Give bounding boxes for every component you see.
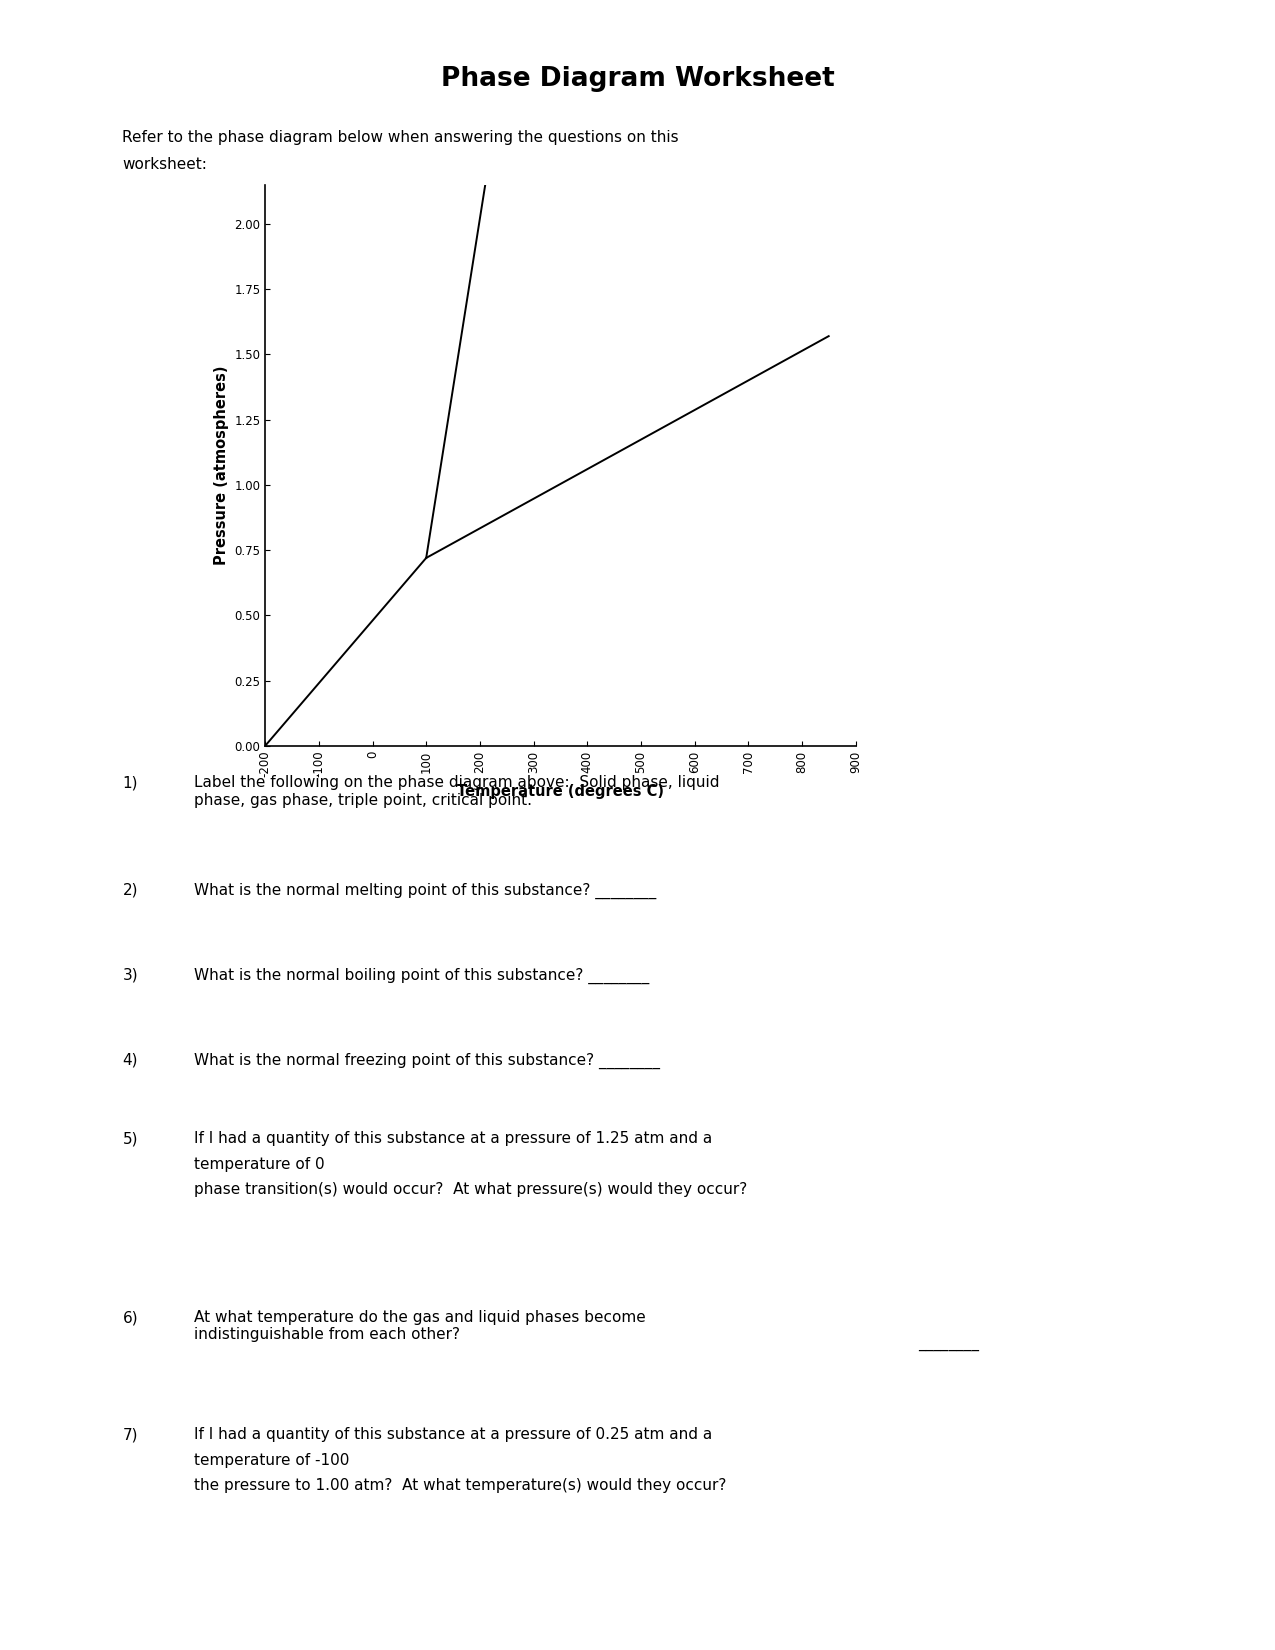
Text: 6): 6) — [122, 1310, 138, 1325]
Text: phase transition(s) would occur?  At what pressure(s) would they occur?: phase transition(s) would occur? At what… — [194, 1181, 747, 1198]
Text: 5): 5) — [122, 1132, 138, 1147]
Text: Refer to the phase diagram below when answering the questions on this: Refer to the phase diagram below when an… — [122, 130, 680, 145]
Text: 7): 7) — [122, 1427, 138, 1442]
Text: 1): 1) — [122, 776, 138, 790]
X-axis label: Temperature (degrees C): Temperature (degrees C) — [456, 784, 664, 799]
Text: Phase Diagram Worksheet: Phase Diagram Worksheet — [441, 66, 834, 92]
Text: Label the following on the phase diagram above:  Solid phase, liquid
phase, gas : Label the following on the phase diagram… — [194, 776, 719, 808]
Text: At what temperature do the gas and liquid phases become
indistinguishable from e: At what temperature do the gas and liqui… — [194, 1310, 645, 1343]
Text: temperature of -100: temperature of -100 — [194, 1452, 349, 1468]
Text: ________: ________ — [918, 1336, 979, 1351]
Y-axis label: Pressure (atmospheres): Pressure (atmospheres) — [214, 366, 228, 564]
Text: temperature of 0: temperature of 0 — [194, 1157, 324, 1171]
Text: What is the normal freezing point of this substance? ________: What is the normal freezing point of thi… — [194, 1053, 659, 1069]
Text: 2): 2) — [122, 883, 138, 898]
Text: What is the normal melting point of this substance? ________: What is the normal melting point of this… — [194, 883, 657, 899]
Text: the pressure to 1.00 atm?  At what temperature(s) would they occur?: the pressure to 1.00 atm? At what temper… — [194, 1478, 727, 1493]
Text: 4): 4) — [122, 1053, 138, 1068]
Text: If I had a quantity of this substance at a pressure of 1.25 atm and a: If I had a quantity of this substance at… — [194, 1132, 711, 1147]
Text: What is the normal boiling point of this substance? ________: What is the normal boiling point of this… — [194, 967, 649, 983]
Text: 3): 3) — [122, 967, 138, 983]
Text: If I had a quantity of this substance at a pressure of 0.25 atm and a: If I had a quantity of this substance at… — [194, 1427, 711, 1442]
Text: worksheet:: worksheet: — [122, 157, 208, 172]
